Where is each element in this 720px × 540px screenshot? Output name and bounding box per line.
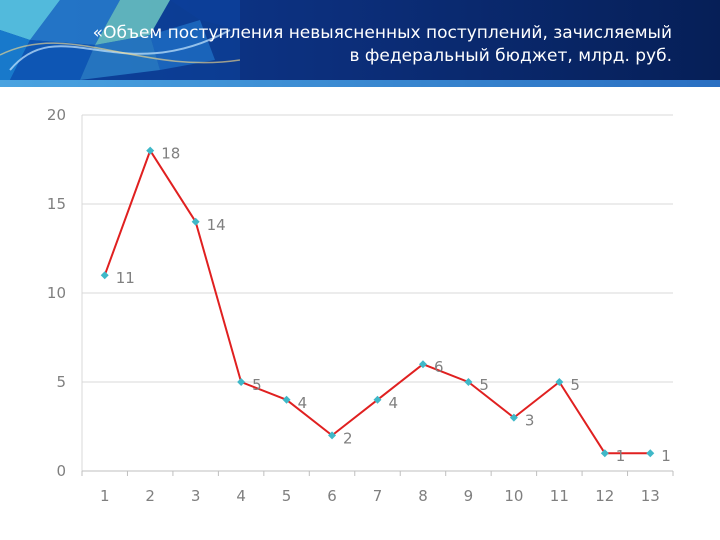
data-point bbox=[282, 395, 291, 404]
x-tick-label: 10 bbox=[504, 487, 523, 505]
x-tick-label: 8 bbox=[418, 487, 428, 505]
axes bbox=[81, 115, 674, 476]
data-point bbox=[509, 413, 518, 422]
y-tick-label: 10 bbox=[47, 284, 66, 302]
header-decoration bbox=[0, 0, 240, 80]
y-tick-label: 20 bbox=[47, 106, 66, 124]
slide-title-line2: в федеральный бюджет, млрд. руб. bbox=[349, 46, 672, 66]
y-tick-label: 15 bbox=[47, 195, 66, 213]
x-tick-labels: 1 2 3 4 5 6 7 8 9 10 11 12 13 bbox=[100, 487, 660, 505]
data-label: 4 bbox=[298, 394, 308, 412]
data-point bbox=[100, 271, 109, 280]
data-label: 3 bbox=[525, 412, 535, 430]
data-point bbox=[191, 217, 200, 226]
slide-title-line1: «Объем поступления невыясненных поступле… bbox=[92, 23, 672, 43]
x-tick-label: 5 bbox=[282, 487, 292, 505]
data-point bbox=[146, 146, 155, 155]
x-tick-label: 11 bbox=[550, 487, 569, 505]
data-point bbox=[555, 378, 564, 386]
data-point bbox=[600, 449, 609, 458]
slide-title: «Объем поступления невыясненных поступле… bbox=[32, 22, 672, 68]
data-point bbox=[646, 449, 655, 458]
data-label: 11 bbox=[116, 269, 135, 287]
data-label: 5 bbox=[479, 376, 489, 394]
x-tick-label: 9 bbox=[464, 487, 474, 505]
y-tick-labels: 0 5 10 15 20 bbox=[47, 106, 66, 480]
data-label: 1 bbox=[616, 447, 626, 465]
data-point bbox=[373, 395, 382, 404]
x-tick-label: 6 bbox=[327, 487, 337, 505]
grid-lines bbox=[82, 114, 673, 383]
data-label: 6 bbox=[434, 358, 444, 376]
series-line bbox=[103, 149, 651, 455]
slide-header: «Объем поступления невыясненных поступле… bbox=[0, 0, 720, 80]
data-label: 4 bbox=[389, 394, 399, 412]
data-label: 1 bbox=[661, 447, 671, 465]
data-label: 5 bbox=[252, 376, 262, 394]
x-tick-label: 13 bbox=[641, 487, 660, 505]
data-point bbox=[237, 378, 246, 386]
x-tick-label: 2 bbox=[145, 487, 155, 505]
data-point bbox=[464, 378, 473, 386]
y-tick-label: 0 bbox=[56, 462, 66, 480]
data-label: 5 bbox=[570, 376, 580, 394]
x-tick-label: 4 bbox=[236, 487, 246, 505]
data-point bbox=[328, 431, 337, 440]
header-underline bbox=[0, 80, 720, 87]
x-tick-label: 1 bbox=[100, 487, 110, 505]
data-label: 18 bbox=[161, 145, 180, 163]
data-label: 14 bbox=[207, 216, 226, 234]
y-tick-label: 5 bbox=[56, 373, 66, 391]
series bbox=[100, 146, 655, 458]
x-tick-label: 12 bbox=[595, 487, 614, 505]
data-point bbox=[418, 360, 427, 369]
data-label: 2 bbox=[343, 429, 353, 447]
x-tick-label: 3 bbox=[191, 487, 201, 505]
x-tick-label: 7 bbox=[373, 487, 383, 505]
